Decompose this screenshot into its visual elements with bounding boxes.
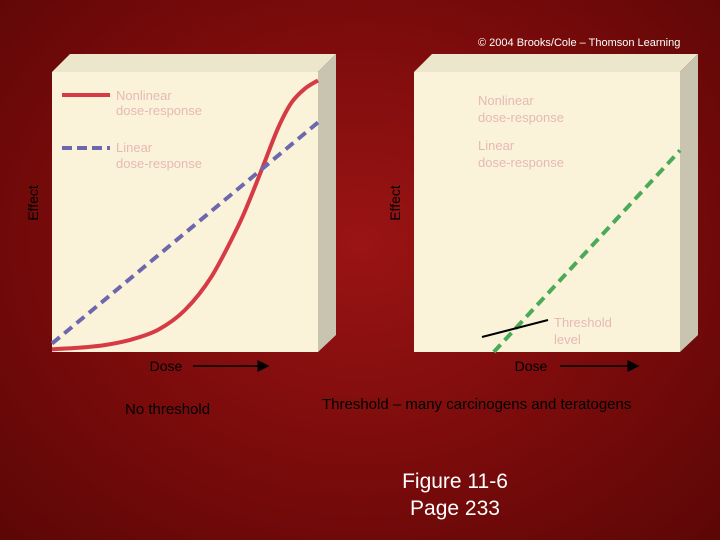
right-y-axis-label: Effect [387, 185, 403, 221]
figure-number: Figure 11-6 [402, 470, 508, 493]
left-legend-label-nonlinear: Nonlinear dose-response [116, 88, 202, 118]
right-legend-nonlinear-line2: dose-response [478, 110, 564, 125]
right-series-group [492, 149, 682, 354]
left-series-linear-line [50, 120, 320, 346]
left-legend-nonlinear-line1: Nonlinear [116, 88, 172, 103]
left-legend-nonlinear-line2: dose-response [116, 103, 202, 118]
left-chart-panel: Nonlinear dose-response Linear dose-resp… [25, 54, 336, 374]
copyright-notice: © 2004 Brooks/Cole – Thomson Learning [478, 37, 681, 49]
right-panel-top-face [414, 54, 698, 72]
left-series-group [50, 78, 320, 352]
right-series-linear-line [492, 149, 682, 354]
right-caption: Threshold – many carcinogens and teratog… [322, 396, 632, 413]
left-panel-top-face [52, 54, 336, 72]
left-legend-linear-line2: dose-response [116, 156, 202, 171]
right-legend-label-nonlinear: Nonlinear dose-response [478, 93, 564, 125]
left-legend-label-linear: Linear dose-response [116, 140, 202, 171]
left-legend-linear-line1: Linear [116, 140, 153, 155]
right-legend-nonlinear-line1: Nonlinear [478, 93, 534, 108]
left-panel-side-face [318, 54, 336, 352]
right-plot-area [414, 72, 680, 352]
right-legend-linear-line1: Linear [478, 138, 515, 153]
left-plot-area [52, 72, 318, 352]
threshold-label-line1: Threshold [554, 315, 612, 330]
left-y-axis-label: Effect [25, 185, 41, 221]
threshold-label-line2: level [554, 332, 581, 347]
right-legend-linear-line2: dose-response [478, 155, 564, 170]
page-number: Page 233 [410, 497, 500, 520]
right-legend-label-linear: Linear dose-response [478, 138, 564, 170]
right-chart-panel: Nonlinear dose-response Linear dose-resp… [387, 54, 698, 374]
left-caption: No threshold [125, 401, 211, 418]
left-series-nonlinear-line [51, 78, 320, 352]
left-x-axis-label: Dose [150, 358, 183, 374]
right-x-axis-label: Dose [515, 358, 548, 374]
threshold-level-label: Threshold level [554, 315, 615, 347]
right-panel-side-face [680, 54, 698, 352]
threshold-pointer-line [481, 319, 549, 338]
figure-reference: Figure 11-6 Page 233 [360, 468, 550, 522]
